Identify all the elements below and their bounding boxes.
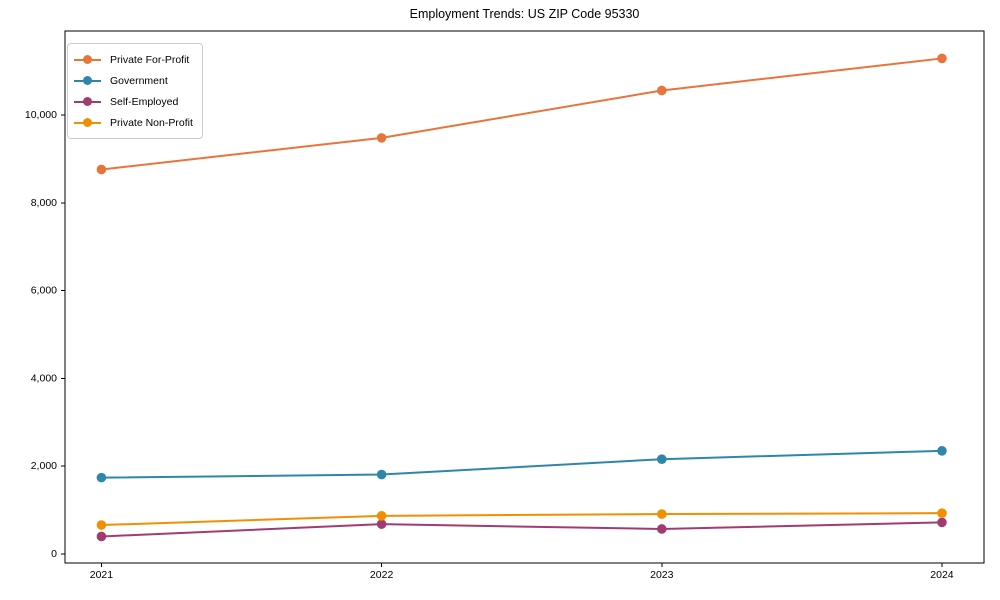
chart-title: Employment Trends: US ZIP Code 95330 (409, 7, 640, 21)
data-point (96, 531, 107, 542)
series-line-private-for-profit (100, 57, 943, 171)
legend-item: Government (74, 70, 193, 91)
legend-marker-icon (74, 54, 101, 65)
data-point (656, 524, 667, 534)
legend-label: Self-Employed (110, 95, 179, 108)
legend-item: Self-Employed (74, 91, 193, 112)
y-tick-label: 4,000 (31, 372, 57, 384)
data-point (96, 164, 107, 175)
y-tick-label: 2,000 (31, 460, 57, 472)
series-line-private-non-profit (100, 512, 943, 527)
data-point (656, 85, 667, 96)
data-point (376, 519, 387, 529)
data-point (376, 511, 387, 521)
data-point (937, 517, 947, 528)
y-tick-label: 6,000 (31, 285, 57, 297)
x-tick-label: 2024 (930, 569, 954, 581)
legend-marker-icon (74, 96, 101, 107)
legend-marker-icon (74, 117, 101, 128)
data-point (937, 508, 947, 518)
series-line-self-employed (100, 521, 943, 538)
legend-dot-icon (83, 118, 92, 127)
y-tick-label: 0 (51, 548, 57, 560)
plot-frame (64, 30, 985, 564)
legend-marker-icon (74, 75, 101, 86)
legend-dot-icon (83, 76, 92, 85)
data-point (937, 53, 947, 64)
x-tick-label: 2021 (90, 569, 114, 581)
legend: Private For-Profit Government Self-Emplo… (67, 43, 203, 139)
legend-label: Private Non-Profit (110, 116, 193, 129)
data-point (96, 472, 107, 483)
y-tick-label: 10,000 (25, 109, 57, 121)
data-point (376, 469, 387, 480)
data-point (96, 520, 107, 530)
x-tick-label: 2022 (370, 569, 394, 581)
legend-label: Private For-Profit (110, 53, 190, 66)
series-line-government (100, 449, 943, 479)
legend-label: Government (110, 74, 168, 87)
data-point (376, 133, 387, 143)
data-point (656, 454, 667, 464)
y-tick-label: 8,000 (31, 197, 57, 209)
legend-item: Private For-Profit (74, 49, 193, 70)
legend-dot-icon (83, 97, 92, 106)
legend-dot-icon (83, 55, 92, 64)
x-tick-label: 2023 (650, 569, 674, 581)
data-point (656, 509, 667, 519)
legend-item: Private Non-Profit (74, 112, 193, 133)
data-point (937, 446, 947, 456)
